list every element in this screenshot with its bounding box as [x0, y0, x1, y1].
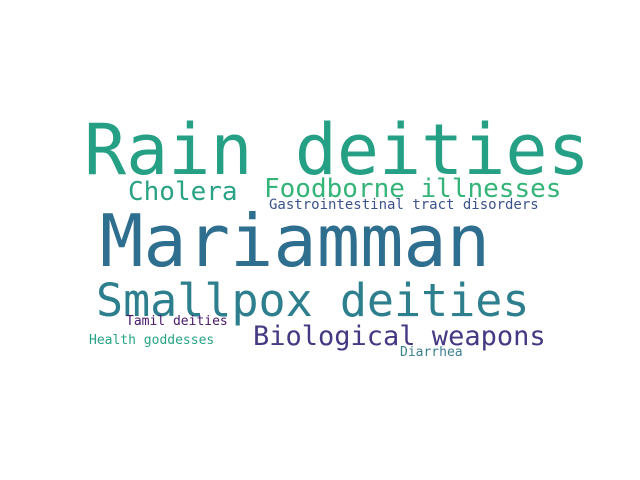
word-health-goddesses: Health goddesses — [89, 333, 215, 348]
word-rain-deities: Rain deities — [84, 109, 590, 191]
word-smallpox-deities: Smallpox deities — [96, 274, 530, 327]
word-mariamman: Mariamman — [100, 199, 491, 283]
word-gastrointestinal-tract-disorders: Gastrointestinal tract disorders — [269, 197, 539, 213]
word-foodborne-illnesses: Foodborne illnesses — [264, 174, 562, 204]
word-tamil-deities: Tamil deities — [126, 314, 228, 329]
word-biological-weapons: Biological weapons — [253, 321, 546, 352]
word-cholera: Cholera — [128, 177, 238, 207]
word-diarrhea: Diarrhea — [400, 345, 463, 360]
